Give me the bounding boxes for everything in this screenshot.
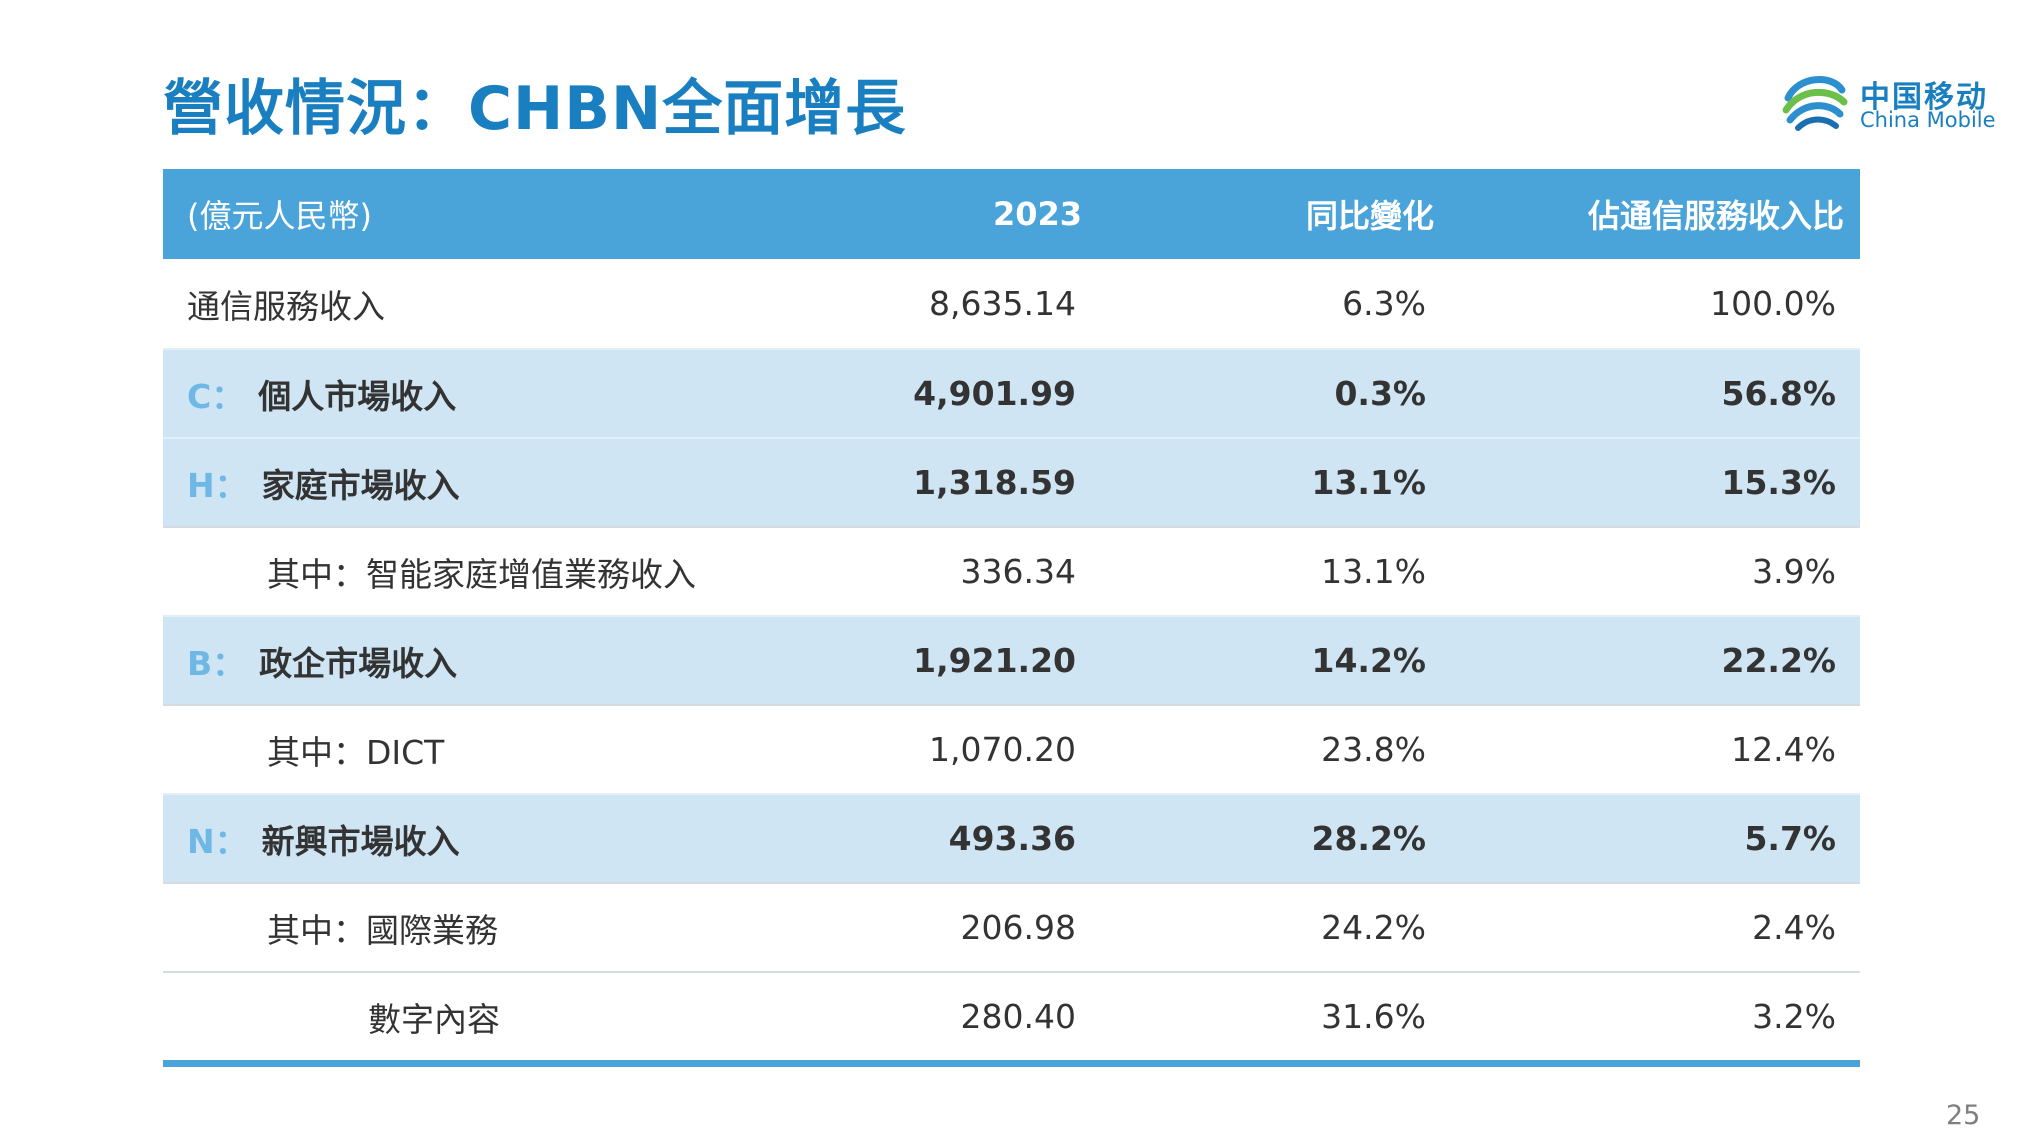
table-row: 其中：國際業務 206.98 24.2% 2.4%: [163, 882, 1860, 971]
table-row: 通信服務收入 8,635.14 6.3% 100.0%: [163, 259, 1860, 348]
row-share: 12.4%: [1731, 730, 1836, 769]
row-label-cell: H： 家庭市場收入: [187, 439, 460, 526]
row-value-2023: 8,635.14: [929, 284, 1076, 323]
row-label: 其中：智能家庭增值業務收入: [267, 554, 696, 594]
row-value-2023: 493.36: [948, 819, 1076, 858]
header-unit: (億元人民幣): [187, 197, 372, 235]
header-yoy: 同比變化: [1305, 197, 1434, 235]
table-row: 其中：DICT 1,070.20 23.8% 12.4%: [163, 704, 1860, 793]
row-yoy: 14.2%: [1311, 641, 1427, 680]
row-label: 其中：國際業務: [267, 910, 498, 950]
row-yoy: 28.2%: [1311, 819, 1427, 858]
row-value-2023: 1,318.59: [913, 463, 1076, 502]
table-row: 其中：智能家庭增值業務收入 336.34 13.1% 3.9%: [163, 526, 1860, 615]
header-year: 2023: [992, 195, 1082, 233]
row-prefix: B：: [187, 643, 246, 683]
row-value-2023: 336.34: [960, 552, 1076, 591]
revenue-table: (億元人民幣) 2023 同比變化 佔通信服務收入比 通信服務收入 8,635.…: [163, 169, 1860, 1067]
row-yoy: 23.8%: [1321, 730, 1426, 769]
logo-text-cn: 中国移动: [1860, 80, 1988, 115]
row-prefix: H：: [187, 465, 248, 505]
row-yoy: 0.3%: [1334, 374, 1426, 413]
row-prefix: N：: [187, 821, 248, 861]
row-value-2023: 206.98: [960, 908, 1076, 947]
row-prefix: C：: [187, 376, 245, 416]
row-value-2023: 280.40: [960, 997, 1076, 1036]
row-share: 3.9%: [1752, 552, 1836, 591]
row-share: 2.4%: [1752, 908, 1836, 947]
row-share: 22.2%: [1721, 641, 1837, 680]
table-bottom-rule: [163, 1060, 1860, 1067]
row-label-cell: C： 個人市場收入: [187, 350, 456, 437]
row-value-2023: 1,921.20: [913, 641, 1076, 680]
row-label: 個人市場收入: [258, 376, 457, 416]
header-share: 佔通信服務收入比: [1587, 197, 1844, 235]
row-value-2023: 4,901.99: [913, 374, 1076, 413]
table-header: (億元人民幣) 2023 同比變化 佔通信服務收入比: [163, 169, 1860, 259]
page-number: 25: [1946, 1100, 1981, 1131]
table-row: C： 個人市場收入 4,901.99 0.3% 56.8%: [163, 348, 1860, 437]
row-label: 新興市場收入: [261, 821, 460, 861]
row-label: 數字內容: [368, 999, 500, 1039]
row-share: 100.0%: [1710, 284, 1836, 323]
row-yoy: 24.2%: [1321, 908, 1426, 947]
table-row: N： 新興市場收入 493.36 28.2% 5.7%: [163, 793, 1860, 882]
row-label: 政企市場收入: [259, 643, 458, 683]
page-title: 營收情況：CHBN全面增長: [163, 74, 907, 144]
logo-text-en: China Mobile: [1860, 108, 1996, 132]
row-value-2023: 1,070.20: [929, 730, 1076, 769]
table-row: H： 家庭市場收入 1,318.59 13.1% 15.3%: [163, 437, 1860, 526]
table-row: 數字內容 280.40 31.6% 3.2%: [163, 971, 1860, 1060]
china-mobile-logo: 中国移动 China Mobile: [1780, 68, 2000, 138]
row-yoy: 6.3%: [1342, 284, 1426, 323]
row-yoy: 31.6%: [1321, 997, 1426, 1036]
row-yoy: 13.1%: [1321, 552, 1426, 591]
row-share: 56.8%: [1721, 374, 1837, 413]
row-label-cell: B： 政企市場收入: [187, 617, 457, 704]
table-row: B： 政企市場收入 1,921.20 14.2% 22.2%: [163, 615, 1860, 704]
row-label: 通信服務收入: [187, 286, 385, 326]
row-share: 3.2%: [1752, 997, 1836, 1036]
row-label-cell: N： 新興市場收入: [187, 795, 460, 882]
china-mobile-logo-icon: [1782, 76, 1848, 131]
row-label: 家庭市場收入: [261, 465, 460, 505]
row-share: 15.3%: [1721, 463, 1837, 502]
row-share: 5.7%: [1744, 819, 1836, 858]
row-label: 其中：DICT: [267, 732, 445, 772]
row-yoy: 13.1%: [1311, 463, 1427, 502]
